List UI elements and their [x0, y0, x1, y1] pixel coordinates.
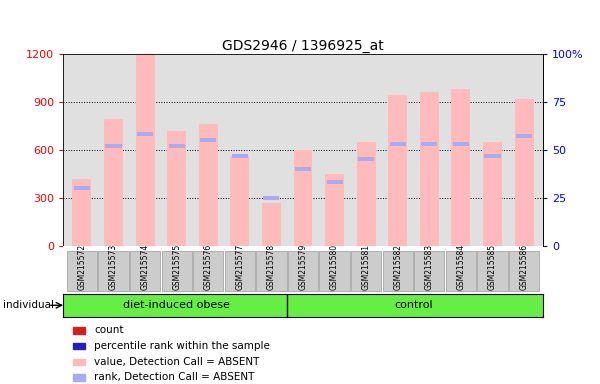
Bar [136, 55, 155, 246]
FancyBboxPatch shape [446, 251, 476, 291]
Text: GSM215573: GSM215573 [109, 244, 118, 290]
Text: GSM215586: GSM215586 [520, 244, 529, 290]
Bar [326, 180, 343, 184]
Bar [232, 154, 248, 157]
Bar [515, 99, 533, 246]
FancyBboxPatch shape [256, 251, 287, 291]
Text: GSM215583: GSM215583 [425, 244, 434, 290]
FancyBboxPatch shape [351, 251, 382, 291]
Bar [137, 132, 153, 136]
Bar [230, 156, 250, 246]
FancyBboxPatch shape [224, 251, 255, 291]
Text: GSM215579: GSM215579 [299, 244, 308, 290]
Text: rank, Detection Call = ABSENT: rank, Detection Call = ABSENT [94, 372, 254, 382]
Bar [356, 142, 376, 246]
Text: GSM215576: GSM215576 [204, 244, 213, 290]
Text: individual: individual [3, 300, 54, 310]
Text: GSM215578: GSM215578 [267, 244, 276, 290]
Bar [325, 174, 344, 246]
Text: percentile rank within the sample: percentile rank within the sample [94, 341, 270, 351]
FancyBboxPatch shape [414, 251, 445, 291]
Text: GSM215577: GSM215577 [235, 244, 244, 290]
Text: GSM215585: GSM215585 [488, 244, 497, 290]
Text: GSM215584: GSM215584 [457, 244, 466, 290]
FancyBboxPatch shape [98, 251, 128, 291]
Bar [483, 142, 502, 246]
Bar [73, 374, 85, 381]
Bar [484, 154, 500, 157]
Bar [73, 343, 85, 349]
Bar [262, 203, 281, 246]
Text: GSM215581: GSM215581 [362, 244, 371, 290]
Text: count: count [94, 326, 124, 336]
Bar [295, 167, 311, 171]
Bar [74, 186, 90, 190]
Bar [358, 157, 374, 161]
FancyBboxPatch shape [509, 251, 539, 291]
Text: GSM215574: GSM215574 [140, 244, 149, 290]
Bar [263, 196, 280, 200]
Text: GSM215572: GSM215572 [77, 244, 86, 290]
Bar [199, 124, 218, 246]
Bar [73, 327, 85, 334]
Text: GSM215582: GSM215582 [393, 244, 402, 290]
Bar [167, 131, 186, 246]
Bar [516, 134, 532, 138]
Text: control: control [394, 300, 433, 310]
FancyBboxPatch shape [67, 251, 97, 291]
Bar [104, 119, 123, 246]
Bar [106, 144, 122, 148]
FancyBboxPatch shape [288, 251, 318, 291]
Text: GSM215575: GSM215575 [172, 244, 181, 290]
Text: diet-induced obese: diet-induced obese [123, 300, 230, 310]
Bar [421, 142, 437, 146]
Bar [200, 138, 217, 142]
Bar [169, 144, 185, 148]
Bar [453, 142, 469, 146]
FancyBboxPatch shape [161, 251, 192, 291]
Bar [451, 89, 470, 246]
Bar [73, 359, 85, 365]
FancyBboxPatch shape [193, 251, 223, 291]
Bar [73, 179, 91, 246]
Title: GDS2946 / 1396925_at: GDS2946 / 1396925_at [222, 39, 384, 53]
Bar [389, 142, 406, 146]
FancyBboxPatch shape [130, 251, 160, 291]
Text: value, Detection Call = ABSENT: value, Detection Call = ABSENT [94, 357, 260, 367]
Bar [420, 92, 439, 246]
Bar [293, 150, 313, 246]
FancyBboxPatch shape [478, 251, 508, 291]
FancyBboxPatch shape [319, 251, 350, 291]
Text: GSM215580: GSM215580 [330, 244, 339, 290]
Bar [388, 95, 407, 246]
FancyBboxPatch shape [383, 251, 413, 291]
